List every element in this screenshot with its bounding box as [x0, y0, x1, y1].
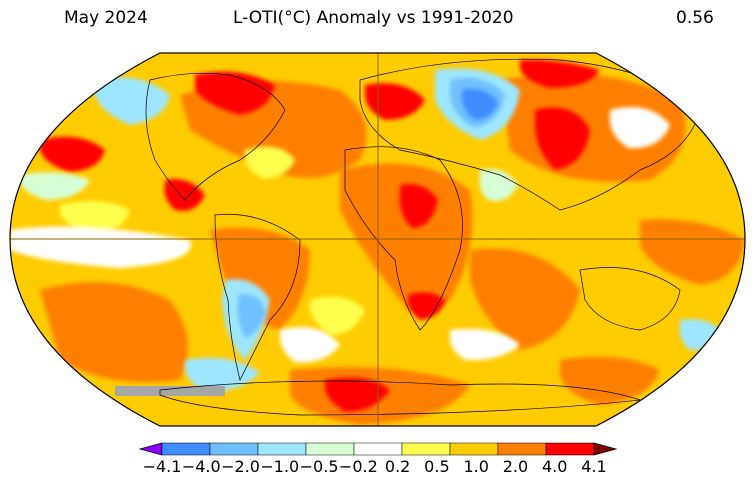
- global-mean-value: 0.56: [676, 8, 714, 28]
- globe-outline: [9, 52, 746, 427]
- coastline-north-america: [145, 73, 286, 201]
- colorbar-segment: [401, 442, 451, 456]
- patch-antarctica-coast: [325, 377, 390, 412]
- patch-south-america: [210, 227, 310, 330]
- patch-west-pacific: [640, 219, 745, 285]
- colorbar-tick-label: −2.0: [221, 457, 260, 476]
- colorbar-tick-label: −4.0: [181, 457, 221, 476]
- patch-west-siberia: [520, 59, 600, 88]
- colorbar: [138, 442, 618, 456]
- patch-europe: [365, 83, 425, 120]
- patch-canada: [195, 71, 275, 115]
- colorbar-segment: [257, 442, 307, 456]
- coastline-south-america: [214, 214, 301, 382]
- patch-north-america-mild: [245, 146, 295, 179]
- colorbar-tick-label: 2.0: [502, 457, 529, 476]
- patch-north-africa: [399, 184, 438, 228]
- patch-equatorial-pacific: [10, 226, 192, 268]
- missing-data-region: [115, 386, 225, 396]
- colorbar-segment: [353, 442, 403, 456]
- colorbar-tick-label: 0.2: [384, 457, 411, 476]
- colorbar-tick-label: 4.0: [541, 457, 568, 476]
- patch-argentina-colder: [237, 294, 266, 338]
- patch-south-atlantic-mild: [310, 296, 365, 335]
- patch-siberia-coldest: [462, 88, 498, 120]
- patch-south-atlantic-neutral: [280, 327, 340, 363]
- patch-arabia-cool: [479, 169, 518, 201]
- patch-east-pacific-mild: [60, 201, 130, 235]
- colorbar-tick-label: −4.1: [142, 457, 182, 476]
- colorbar-tick-label: −0.5: [299, 457, 339, 476]
- patch-east-asia-neutral: [610, 107, 670, 149]
- coastline-africa: [344, 146, 463, 331]
- date-label: May 2024: [64, 8, 148, 28]
- patch-mexico: [164, 179, 205, 211]
- patch-alaska: [95, 77, 170, 125]
- patch-north-pacific: [40, 136, 105, 172]
- patch-central-asia: [535, 107, 590, 170]
- patch-southern-africa: [408, 292, 445, 320]
- colorbar-tick-label: 4.1: [581, 457, 607, 476]
- colorbar-tick-label: −0.2: [338, 457, 378, 476]
- colorbar-segment: [161, 442, 211, 456]
- patch-far-south-indian: [560, 356, 660, 405]
- patch-south-pacific: [40, 282, 188, 383]
- coastline-australia: [579, 267, 681, 331]
- colorbar-segment: [305, 442, 355, 456]
- colorbar-extend-high: [593, 442, 618, 456]
- coastline-eurasia: [359, 58, 701, 211]
- anomaly-patches: [10, 59, 745, 425]
- colorbar-segment: [449, 442, 499, 456]
- colorbar-tick-label: −1.0: [260, 457, 300, 476]
- map-title: L-OTI(°C) Anomaly vs 1991-2020: [233, 8, 514, 28]
- colorbar-segment: [545, 442, 595, 456]
- patch-indian-ocean: [470, 248, 580, 350]
- colorbar-extend-low: [138, 442, 163, 456]
- colorbar-segment: [209, 442, 259, 456]
- patch-south-indian-neutral: [450, 329, 520, 361]
- colorbar-tick-label: 0.5: [424, 457, 450, 476]
- colorbar-segment: [497, 442, 547, 456]
- patch-north-pacific-cool: [20, 172, 90, 200]
- colorbar-tick-label: 1.0: [463, 457, 489, 476]
